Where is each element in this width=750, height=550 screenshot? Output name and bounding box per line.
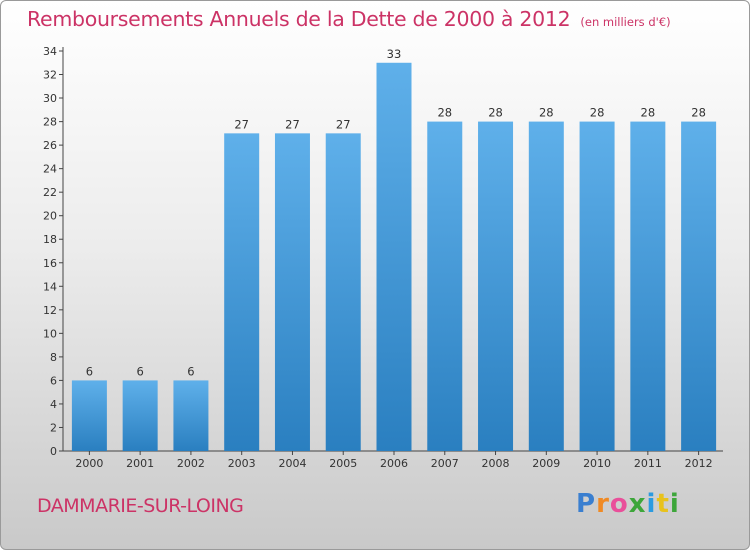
- bar-2009: [528, 121, 564, 452]
- bar-2001: [122, 380, 158, 451]
- y-tick-label: 32: [43, 69, 57, 82]
- x-tick-label-2011: 2011: [634, 457, 662, 470]
- bar-2000: [71, 380, 107, 451]
- logo-letter: x: [628, 489, 647, 519]
- y-tick-label: 26: [43, 139, 57, 152]
- x-tick-label-2002: 2002: [177, 457, 205, 470]
- logo-letter: i: [646, 489, 657, 519]
- data-label-2004: 27: [285, 117, 300, 131]
- x-tick-label-2003: 2003: [228, 457, 256, 470]
- y-tick-label: 22: [43, 186, 57, 199]
- bar-2004: [274, 133, 310, 451]
- data-label-2003: 27: [234, 117, 249, 131]
- data-label-2010: 28: [590, 106, 605, 120]
- bar-2002: [173, 380, 209, 451]
- x-tick-label-2004: 2004: [278, 457, 306, 470]
- logo-letter: o: [609, 489, 629, 519]
- y-tick-label: 14: [43, 280, 57, 293]
- data-label-2001: 6: [136, 364, 143, 378]
- data-label-2000: 6: [86, 364, 93, 378]
- y-tick-label: 0: [50, 445, 57, 458]
- data-label-2002: 6: [187, 364, 194, 378]
- y-tick-label: 28: [43, 116, 57, 129]
- x-tick-label-2010: 2010: [583, 457, 611, 470]
- town-name: DAMMARIE-SUR-LOING: [37, 495, 244, 517]
- bar-2010: [579, 121, 615, 452]
- logo-letter: P: [576, 489, 597, 519]
- y-tick-label: 16: [43, 257, 57, 270]
- logo-letter: i: [669, 489, 680, 519]
- y-tick-label: 18: [43, 233, 57, 246]
- bar-2003: [224, 133, 260, 451]
- x-tick-label-2008: 2008: [482, 457, 510, 470]
- y-tick-label: 34: [43, 45, 57, 58]
- y-tick-label: 12: [43, 304, 57, 317]
- y-tick-label: 2: [50, 421, 57, 434]
- y-tick-label: 4: [50, 398, 57, 411]
- proxiti-logo: Proxiti: [576, 489, 680, 519]
- logo-letter: t: [656, 489, 670, 519]
- y-tick-label: 6: [50, 374, 57, 387]
- x-tick-label-2000: 2000: [75, 457, 103, 470]
- bar-2005: [325, 133, 361, 451]
- bars: 6 6 6 27 27 27 33 28 28 28 28 28 28: [71, 47, 717, 452]
- bar-2008: [478, 121, 514, 452]
- data-label-2012: 28: [691, 106, 706, 120]
- x-tick-label-2006: 2006: [380, 457, 408, 470]
- bar-2011: [630, 121, 666, 452]
- y-tick-label: 20: [43, 210, 57, 223]
- y-tick-label: 10: [43, 327, 57, 340]
- data-label-2011: 28: [641, 106, 656, 120]
- x-tick-label-2012: 2012: [685, 457, 713, 470]
- chart-header: Remboursements Annuels de la Dette de 20…: [27, 7, 671, 31]
- data-label-2007: 28: [437, 106, 452, 120]
- y-tick-label: 30: [43, 92, 57, 105]
- bar-2007: [427, 121, 463, 452]
- logo-letter: r: [596, 489, 610, 519]
- chart-unit: (en milliers d'€): [580, 15, 671, 29]
- bar-2012: [681, 121, 717, 452]
- data-label-2006: 33: [387, 47, 402, 61]
- data-label-2008: 28: [488, 106, 503, 120]
- x-tick-label-2001: 2001: [126, 457, 154, 470]
- y-tick-label: 8: [50, 351, 57, 364]
- chart-title: Remboursements Annuels de la Dette de 20…: [27, 7, 571, 31]
- data-label-2005: 27: [336, 117, 351, 131]
- bar-2006: [376, 62, 412, 451]
- x-tick-label-2005: 2005: [329, 457, 357, 470]
- x-tick-label-2007: 2007: [431, 457, 459, 470]
- x-tick-label-2009: 2009: [532, 457, 560, 470]
- y-tick-label: 24: [43, 163, 57, 176]
- data-label-2009: 28: [539, 106, 554, 120]
